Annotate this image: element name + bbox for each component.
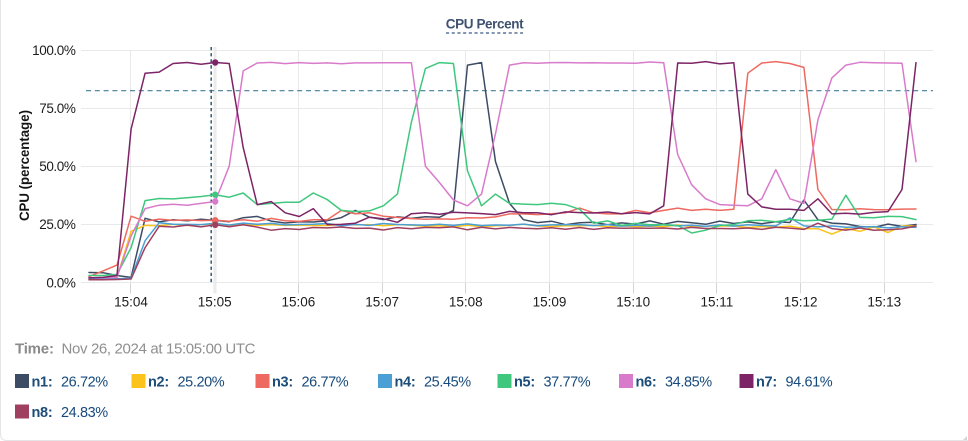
- svg-text:15:06: 15:06: [282, 295, 316, 310]
- svg-text:25.20%: 25.20%: [178, 374, 225, 390]
- svg-text:26.77%: 26.77%: [302, 374, 349, 390]
- svg-text:15:08: 15:08: [449, 295, 483, 310]
- svg-text:94.61%: 94.61%: [786, 374, 833, 390]
- svg-text:15:13: 15:13: [867, 295, 901, 310]
- svg-text:n5:: n5:: [514, 374, 535, 390]
- svg-text:n6:: n6:: [636, 374, 657, 390]
- svg-text:34.85%: 34.85%: [665, 374, 712, 390]
- svg-text:25.0%: 25.0%: [39, 217, 76, 232]
- svg-text:15:04: 15:04: [114, 295, 148, 310]
- svg-text:CPU Percent: CPU Percent: [446, 17, 524, 32]
- svg-text:Nov 26, 2024 at 15:05:00 UTC: Nov 26, 2024 at 15:05:00 UTC: [62, 341, 256, 358]
- svg-text:24.83%: 24.83%: [61, 405, 108, 421]
- svg-text:n7:: n7:: [756, 374, 777, 390]
- svg-text:15:05: 15:05: [198, 295, 232, 310]
- svg-text:n8:: n8:: [32, 405, 53, 421]
- svg-text:CPU (percentage): CPU (percentage): [17, 110, 32, 221]
- svg-text:n2:: n2:: [148, 374, 169, 390]
- svg-text:37.77%: 37.77%: [544, 374, 591, 390]
- svg-text:n3:: n3:: [272, 374, 293, 390]
- svg-text:26.72%: 26.72%: [61, 374, 108, 390]
- svg-text:15:07: 15:07: [365, 295, 399, 310]
- svg-text:0.0%: 0.0%: [46, 275, 76, 290]
- svg-text:75.0%: 75.0%: [39, 101, 76, 116]
- svg-text:15:09: 15:09: [533, 295, 567, 310]
- svg-text:Time:: Time:: [15, 341, 54, 358]
- svg-text:25.45%: 25.45%: [424, 374, 471, 390]
- svg-text:15:11: 15:11: [701, 295, 734, 310]
- svg-text:n1:: n1:: [32, 374, 53, 390]
- svg-text:15:10: 15:10: [616, 295, 650, 310]
- svg-text:50.0%: 50.0%: [39, 159, 76, 174]
- svg-text:n4:: n4:: [395, 374, 416, 390]
- svg-text:100.0%: 100.0%: [32, 43, 76, 58]
- svg-text:15:12: 15:12: [784, 295, 818, 310]
